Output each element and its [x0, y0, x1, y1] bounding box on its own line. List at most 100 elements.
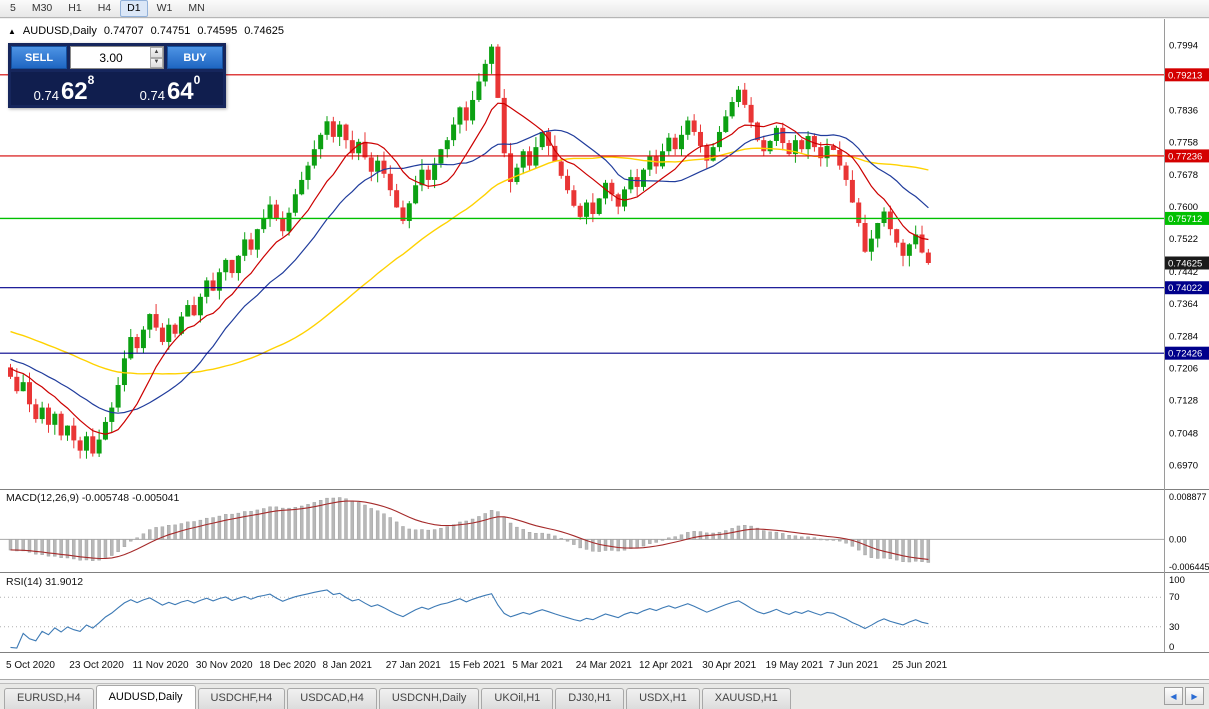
rsi-label: RSI(14) 31.9012 — [6, 576, 83, 588]
svg-text:12 Apr 2021: 12 Apr 2021 — [639, 660, 693, 671]
tab-scroll-controls: ◀ ▶ — [1164, 687, 1209, 709]
chart-tab-dj30-h1[interactable]: DJ30,H1 — [555, 688, 625, 709]
date-axis[interactable]: 5 Oct 2020 23 Oct 2020 11 Nov 2020 30 Nov 2… — [6, 660, 948, 671]
svg-text:5 Oct 2020: 5 Oct 2020 — [6, 660, 55, 671]
ohlc-low: 0.74595 — [197, 25, 238, 37]
svg-text:30 Nov 2020: 30 Nov 2020 — [196, 660, 253, 671]
svg-text:0.7442: 0.7442 — [1169, 267, 1198, 278]
svg-text:30: 30 — [1169, 622, 1180, 633]
svg-text:0.00: 0.00 — [1169, 534, 1187, 544]
tab-scroll-left-icon[interactable]: ◀ — [1164, 687, 1183, 705]
svg-text:0.7206: 0.7206 — [1169, 364, 1198, 375]
status-strip — [0, 679, 1209, 684]
macd-label: MACD(12,26,9) -0.005748 -0.005041 — [6, 492, 180, 504]
chart-tab-usdcnh-daily[interactable]: USDCNH,Daily — [378, 688, 480, 709]
timeframe-toolbar: 5 M30 H1 H4 D1 W1 MN — [0, 0, 1209, 18]
ohlc-close: 0.74625 — [244, 25, 284, 37]
svg-text:23 Oct 2020: 23 Oct 2020 — [69, 660, 124, 671]
sell-button[interactable]: SELL — [11, 46, 67, 69]
one-click-trade-panel: SELL ▲ ▼ BUY 0.74 62 8 0.74 — [8, 43, 226, 108]
svg-text:0.7128: 0.7128 — [1169, 396, 1198, 407]
timeframe-button-d1[interactable]: D1 — [120, 0, 148, 17]
svg-text:25 Jun 2021: 25 Jun 2021 — [892, 660, 947, 671]
chart-tab-eurusd-h4[interactable]: EURUSD,H4 — [4, 688, 94, 709]
price-chart[interactable]: 0.79940.79160.78360.77580.76780.76000.75… — [0, 19, 1209, 679]
svg-text:0: 0 — [1169, 642, 1174, 653]
chart-area[interactable]: 0.79940.79160.78360.77580.76780.76000.75… — [0, 19, 1209, 679]
chart-tab-xauusd-h1[interactable]: XAUUSD,H1 — [701, 688, 791, 709]
svg-text:0.74022: 0.74022 — [1168, 283, 1202, 294]
macd-panel: MACD(12,26,9) -0.005748 -0.005041 0.00887… — [0, 492, 1209, 572]
timeframe-button-5[interactable]: 5 — [10, 2, 16, 14]
svg-text:0.008877: 0.008877 — [1169, 492, 1207, 502]
svg-text:8 Jan 2021: 8 Jan 2021 — [323, 660, 373, 671]
svg-text:0.7678: 0.7678 — [1169, 170, 1198, 181]
macd-signal-line — [10, 500, 929, 560]
chart-tab-usdchf-h4[interactable]: USDCHF,H4 — [197, 688, 286, 709]
panel-separators[interactable] — [0, 19, 1209, 653]
svg-text:-0.006445: -0.006445 — [1169, 562, 1209, 572]
sell-price-base: 0.74 — [33, 88, 59, 103]
price-level-lines[interactable] — [0, 74, 1164, 354]
symbol-name: AUDUSD,Daily — [22, 25, 97, 37]
svg-text:15 Feb 2021: 15 Feb 2021 — [449, 660, 506, 671]
lot-spin-up-icon[interactable]: ▲ — [150, 47, 163, 58]
buy-price[interactable]: 0.74 64 0 — [117, 72, 223, 105]
svg-text:0.7522: 0.7522 — [1169, 234, 1198, 245]
svg-text:11 Nov 2020: 11 Nov 2020 — [133, 660, 189, 671]
svg-text:0.74625: 0.74625 — [1168, 259, 1202, 270]
price-axis[interactable]: 0.79940.79160.78360.77580.76780.76000.75… — [1169, 41, 1198, 472]
ohlc-high: 0.74751 — [150, 25, 191, 37]
svg-text:70: 70 — [1169, 592, 1180, 603]
moving-average-lines — [10, 102, 929, 435]
chart-tab-ukoil-h1[interactable]: UKOil,H1 — [481, 688, 554, 709]
sell-price-point: 8 — [87, 73, 95, 87]
sell-price-pips: 62 — [60, 78, 88, 105]
svg-text:5 Mar 2021: 5 Mar 2021 — [512, 660, 563, 671]
sma-50-line — [10, 147, 929, 375]
chart-tab-bar: EURUSD,H4 AUDUSD,Daily USDCHF,H4 USDCAD,H4 U… — [0, 683, 1209, 709]
chart-tab-usdcad-h4[interactable]: USDCAD,H4 — [287, 688, 377, 709]
svg-text:0.7048: 0.7048 — [1169, 429, 1198, 440]
svg-text:30 Apr 2021: 30 Apr 2021 — [702, 660, 756, 671]
timeframe-button-h4[interactable]: H4 — [97, 2, 112, 14]
timeframe-button-h1[interactable]: H1 — [68, 2, 82, 14]
rsi-line — [10, 589, 929, 649]
svg-text:0.7994: 0.7994 — [1169, 41, 1198, 52]
chart-tab-usdx-h1[interactable]: USDX,H1 — [626, 688, 700, 709]
chart-ohlc-header: ▲ AUDUSD,Daily 0.74707 0.74751 0.74595 0… — [8, 25, 284, 37]
svg-text:0.6970: 0.6970 — [1169, 461, 1198, 472]
svg-text:0.75712: 0.75712 — [1168, 214, 1202, 225]
svg-text:27 Jan 2021: 27 Jan 2021 — [386, 660, 441, 671]
sma-20-line — [10, 129, 929, 414]
ohlc-open: 0.74707 — [103, 25, 144, 37]
collapse-trade-panel-icon[interactable]: ▲ — [8, 26, 16, 36]
chart-tab-audusd-daily[interactable]: AUDUSD,Daily — [95, 685, 196, 709]
sma-10-line — [10, 102, 929, 435]
buy-price-point: 0 — [193, 73, 201, 87]
price-axis-badges: 0.79213 0.77236 0.75712 0.74022 0.72426 0.746… — [1165, 68, 1209, 360]
svg-text:19 May 2021: 19 May 2021 — [766, 660, 824, 671]
rsi-panel: RSI(14) 31.9012 100 70 30 0 — [0, 575, 1185, 653]
buy-button[interactable]: BUY — [167, 46, 223, 69]
lot-spin-down-icon[interactable]: ▼ — [150, 57, 163, 68]
svg-text:0.7364: 0.7364 — [1169, 299, 1198, 310]
lot-size-input[interactable] — [70, 46, 164, 69]
timeframe-button-mn[interactable]: MN — [188, 2, 205, 14]
lot-spinner: ▲ ▼ — [150, 47, 163, 68]
svg-text:0.7758: 0.7758 — [1169, 137, 1198, 148]
svg-text:0.79213: 0.79213 — [1168, 70, 1202, 81]
svg-text:18 Dec 2020: 18 Dec 2020 — [259, 660, 316, 671]
timeframe-button-w1[interactable]: W1 — [156, 2, 173, 14]
svg-text:0.7836: 0.7836 — [1169, 105, 1198, 116]
svg-text:7 Jun 2021: 7 Jun 2021 — [829, 660, 879, 671]
buy-price-pips: 64 — [166, 78, 194, 105]
chart-tabs: EURUSD,H4 AUDUSD,Daily USDCHF,H4 USDCAD,H4 U… — [4, 685, 793, 709]
svg-text:24 Mar 2021: 24 Mar 2021 — [576, 660, 633, 671]
timeframe-button-m30[interactable]: M30 — [31, 2, 53, 14]
svg-text:0.7600: 0.7600 — [1169, 202, 1198, 213]
buy-price-base: 0.74 — [139, 88, 165, 103]
sell-price[interactable]: 0.74 62 8 — [11, 72, 117, 105]
tab-scroll-right-icon[interactable]: ▶ — [1185, 687, 1204, 705]
